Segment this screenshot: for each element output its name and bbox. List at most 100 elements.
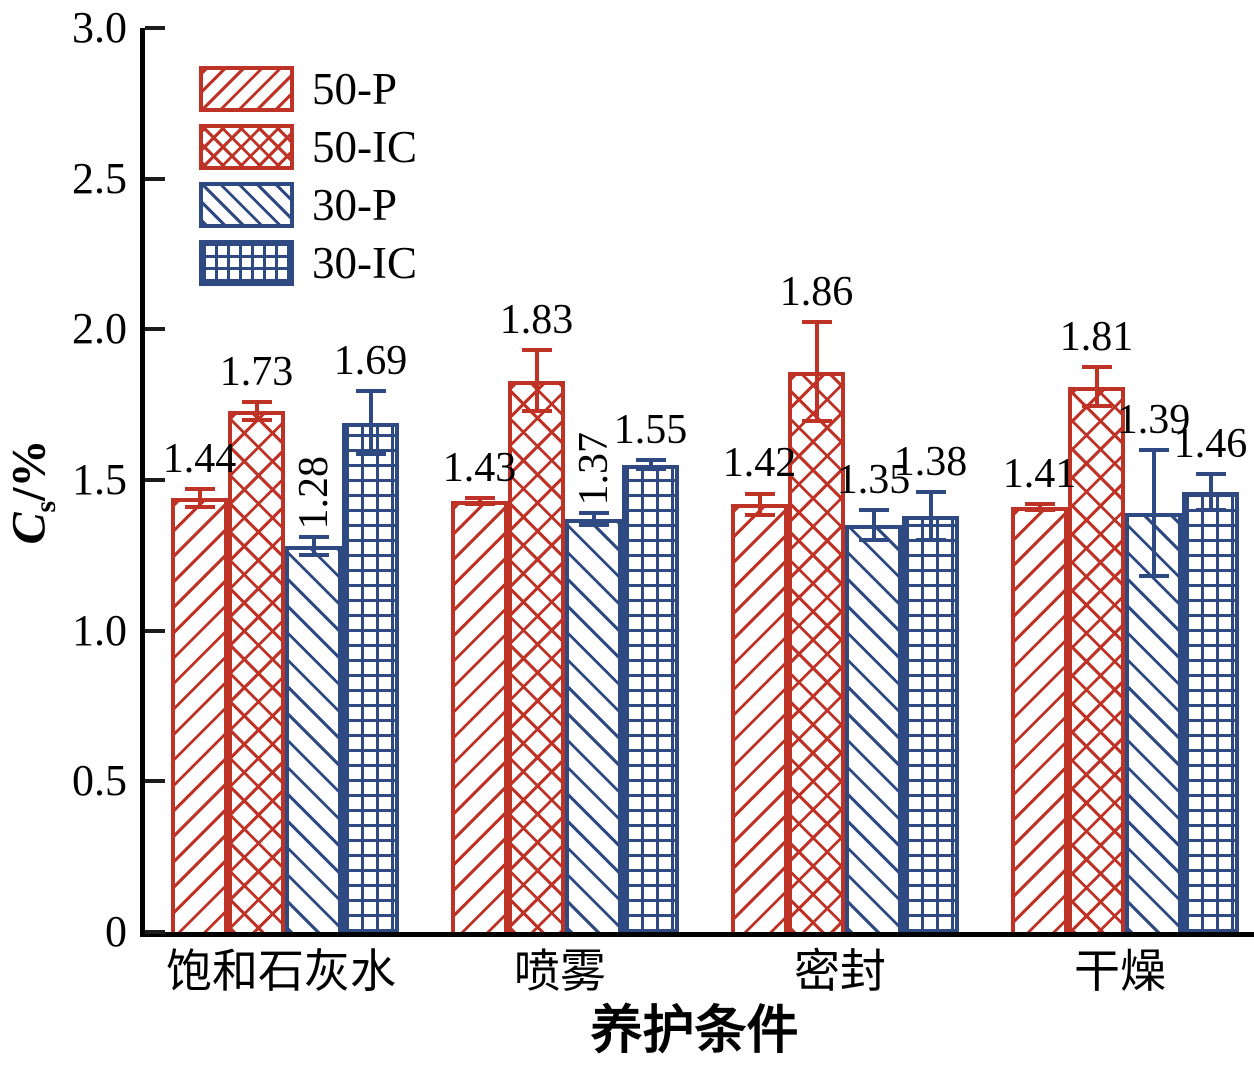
- error-cap-top-30-ic-3: [915, 490, 946, 495]
- y-tick-3.0: [145, 26, 165, 30]
- error-cap-top-30-p-1: [298, 535, 329, 540]
- error-cap-top-50-ic-1: [241, 399, 272, 404]
- bar-50-ic-3: [788, 371, 845, 932]
- error-cap-top-30-p-3: [858, 508, 889, 513]
- y-tick-label-2.5: 2.5: [72, 153, 127, 203]
- bar-30-p-3: [845, 525, 902, 932]
- x-category-label-4: 干燥: [1074, 946, 1166, 997]
- error-cap-top-30-ic-1: [355, 389, 386, 394]
- bar-50-p-4: [1011, 507, 1068, 932]
- value-label-30-p-1: 1.28: [290, 455, 337, 530]
- bar-30-ic-1: [342, 422, 399, 932]
- error-cap-bottom-50-ic-1: [241, 417, 272, 422]
- error-bar-30-p-1: [311, 537, 316, 556]
- bar-slot-30-ic-3: 1.38: [894, 28, 967, 932]
- value-label-50-p-1: 1.44: [162, 435, 237, 482]
- y-tick-2.0: [145, 327, 165, 332]
- error-bar-50-ic-2: [534, 350, 539, 411]
- value-label-50-ic-4: 1.81: [1059, 313, 1134, 360]
- value-label-30-p-3: 1.35: [836, 457, 911, 504]
- error-bar-30-ic-2: [648, 460, 653, 470]
- error-bar-30-p-2: [591, 513, 596, 526]
- error-bar-30-p-4: [1151, 449, 1156, 577]
- error-cap-top-30-ic-2: [635, 458, 666, 463]
- error-cap-bottom-50-p-1: [184, 505, 215, 510]
- error-cap-bottom-30-ic-2: [635, 467, 666, 472]
- error-cap-bottom-30-p-4: [1138, 574, 1169, 579]
- bar-group-1: 1.44 1.73 1.28 1.69: [163, 28, 407, 932]
- bar-slot-30-p-4: 1.39: [1117, 28, 1190, 932]
- legend-label-50-ic: 50-IC: [312, 121, 417, 172]
- value-label-30-p-4: 1.39: [1116, 396, 1191, 443]
- error-bar-50-p-4: [1037, 504, 1042, 511]
- legend-swatch-30-p: [199, 182, 294, 228]
- bar-slot-50-p-1: 1.44: [163, 28, 236, 932]
- value-label-50-p-3: 1.42: [722, 440, 797, 487]
- legend-item-30-p: 30-P: [199, 176, 417, 234]
- error-cap-top-50-p-1: [184, 487, 215, 492]
- bar-group-3: 1.42 1.86 1.35 1.38: [723, 28, 967, 932]
- error-bar-30-ic-4: [1208, 473, 1213, 511]
- bar-slot-50-p-4: 1.41: [1003, 28, 1076, 932]
- error-cap-bottom-30-ic-4: [1195, 508, 1226, 513]
- error-cap-top-50-p-2: [464, 496, 495, 501]
- error-cap-bottom-50-p-4: [1024, 508, 1055, 513]
- legend-label-30-p: 30-P: [312, 179, 398, 230]
- error-bar-50-p-3: [757, 493, 762, 515]
- x-category-label-3: 密封: [794, 946, 886, 997]
- error-cap-top-50-ic-2: [521, 348, 552, 353]
- value-label-30-ic-2: 1.55: [613, 407, 688, 454]
- y-tick-1.0: [145, 628, 165, 633]
- error-bar-50-ic-1: [254, 401, 259, 420]
- value-label-50-ic-2: 1.83: [499, 297, 574, 344]
- error-cap-bottom-30-ic-3: [915, 538, 946, 543]
- y-axis-subscript: s: [28, 500, 62, 513]
- value-label-50-ic-3: 1.86: [779, 268, 854, 315]
- error-cap-top-30-p-4: [1138, 447, 1169, 452]
- value-label-30-ic-4: 1.46: [1173, 420, 1248, 467]
- error-bar-50-ic-3: [814, 321, 819, 422]
- bar-slot-50-p-2: 1.43: [443, 28, 516, 932]
- legend-swatch-30-ic: [199, 240, 294, 286]
- bar-50-p-1: [171, 498, 228, 932]
- bar-slot-50-ic-3: 1.86: [780, 28, 853, 932]
- legend: 50-P 50-IC 30-P 30-IC: [199, 60, 417, 292]
- error-cap-bottom-50-ic-2: [521, 408, 552, 413]
- bar-group-4: 1.41 1.81 1.39 1.46: [1003, 28, 1247, 932]
- legend-item-50-ic: 50-IC: [199, 118, 417, 176]
- bar-50-p-3: [731, 504, 788, 932]
- error-cap-bottom-30-p-1: [298, 553, 329, 558]
- bar-30-ic-3: [902, 516, 959, 932]
- bar-50-ic-2: [508, 380, 565, 932]
- value-label-50-ic-1: 1.73: [219, 348, 294, 395]
- bar-30-ic-4: [1182, 492, 1239, 932]
- x-category-label-1: 饱和石灰水: [166, 946, 396, 997]
- error-bar-50-ic-4: [1094, 367, 1099, 407]
- legend-label-30-ic: 30-IC: [312, 237, 417, 288]
- value-label-50-p-4: 1.41: [1002, 451, 1077, 498]
- y-axis-title: Cs/%: [2, 440, 62, 545]
- y-tick-label-0.5: 0.5: [72, 756, 127, 806]
- value-label-30-ic-3: 1.38: [893, 438, 968, 485]
- legend-swatch-50-p: [199, 66, 294, 112]
- bar-30-p-4: [1125, 513, 1182, 932]
- bar-slot-30-p-2: 1.37: [565, 28, 622, 932]
- bar-slot-30-ic-2: 1.55: [614, 28, 687, 932]
- error-cap-top-50-p-3: [744, 491, 775, 496]
- error-cap-top-50-ic-4: [1081, 365, 1112, 369]
- y-tick-1.5: [145, 478, 165, 482]
- error-cap-bottom-30-ic-1: [355, 452, 386, 457]
- error-cap-bottom-30-p-3: [858, 538, 889, 543]
- error-bar-50-p-2: [477, 498, 482, 505]
- error-cap-bottom-30-p-2: [578, 523, 609, 528]
- error-bar-50-p-1: [197, 489, 202, 508]
- value-label-50-p-2: 1.43: [442, 445, 517, 491]
- error-cap-top-30-ic-4: [1195, 471, 1226, 476]
- bar-slot-30-p-1: 1.28: [285, 28, 342, 932]
- error-cap-bottom-50-ic-4: [1081, 404, 1112, 409]
- error-cap-top-50-ic-3: [801, 319, 832, 324]
- value-label-30-ic-1: 1.69: [333, 338, 408, 385]
- error-cap-bottom-50-p-3: [744, 512, 775, 517]
- y-tick-label-1.0: 1.0: [72, 605, 127, 655]
